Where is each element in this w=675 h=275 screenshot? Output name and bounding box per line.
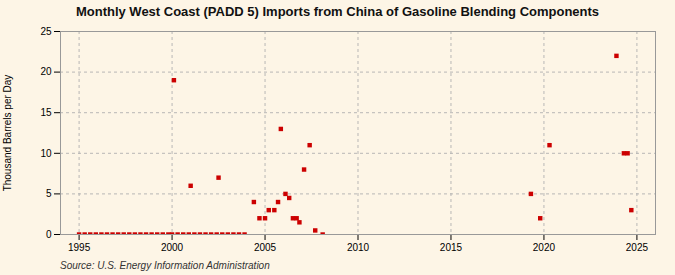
svg-text:20: 20 <box>40 66 52 77</box>
svg-text:2020: 2020 <box>533 242 556 253</box>
svg-text:25: 25 <box>40 26 52 37</box>
html-text:Source: U.S. Energy Informatio: Source: U.S. Energy Information Administ… <box>60 260 270 271</box>
svg-text:2015: 2015 <box>440 242 463 253</box>
svg-text:2005: 2005 <box>254 242 277 253</box>
svg-text:0: 0 <box>46 229 52 240</box>
svg-text:5: 5 <box>46 188 52 199</box>
html-text:Monthly West Coast (PADD 5) Im: Monthly West Coast (PADD 5) Imports from… <box>75 4 600 19</box>
svg-text:10: 10 <box>40 148 52 159</box>
svg-text:2000: 2000 <box>161 242 184 253</box>
svg-text:2010: 2010 <box>347 242 370 253</box>
svg-text:15: 15 <box>40 107 52 118</box>
svg-text:Thousand Barrels per Day: Thousand Barrels per Day <box>2 75 13 192</box>
svg-text:1995: 1995 <box>68 242 91 253</box>
svg-text:2025: 2025 <box>626 242 649 253</box>
